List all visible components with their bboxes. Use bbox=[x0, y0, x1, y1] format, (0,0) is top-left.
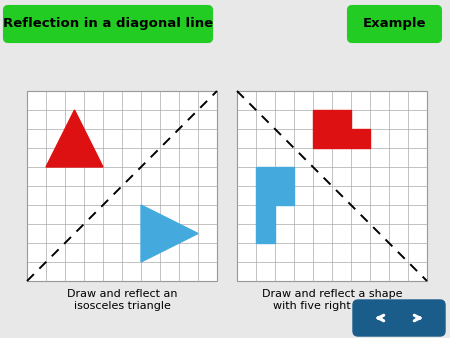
Text: Reflection in a diagonal line: Reflection in a diagonal line bbox=[3, 18, 213, 30]
Text: Draw and reflect a shape
with five right angles: Draw and reflect a shape with five right… bbox=[262, 289, 402, 311]
Polygon shape bbox=[256, 167, 294, 243]
Polygon shape bbox=[46, 110, 103, 167]
FancyBboxPatch shape bbox=[4, 6, 212, 42]
FancyBboxPatch shape bbox=[348, 6, 441, 42]
Bar bbox=[27, 91, 217, 281]
Text: Draw and reflect an
isosceles triangle: Draw and reflect an isosceles triangle bbox=[67, 289, 177, 311]
Polygon shape bbox=[313, 110, 370, 148]
Polygon shape bbox=[141, 205, 198, 262]
Bar bbox=[237, 91, 427, 281]
Text: Example: Example bbox=[363, 18, 427, 30]
FancyBboxPatch shape bbox=[353, 300, 445, 336]
